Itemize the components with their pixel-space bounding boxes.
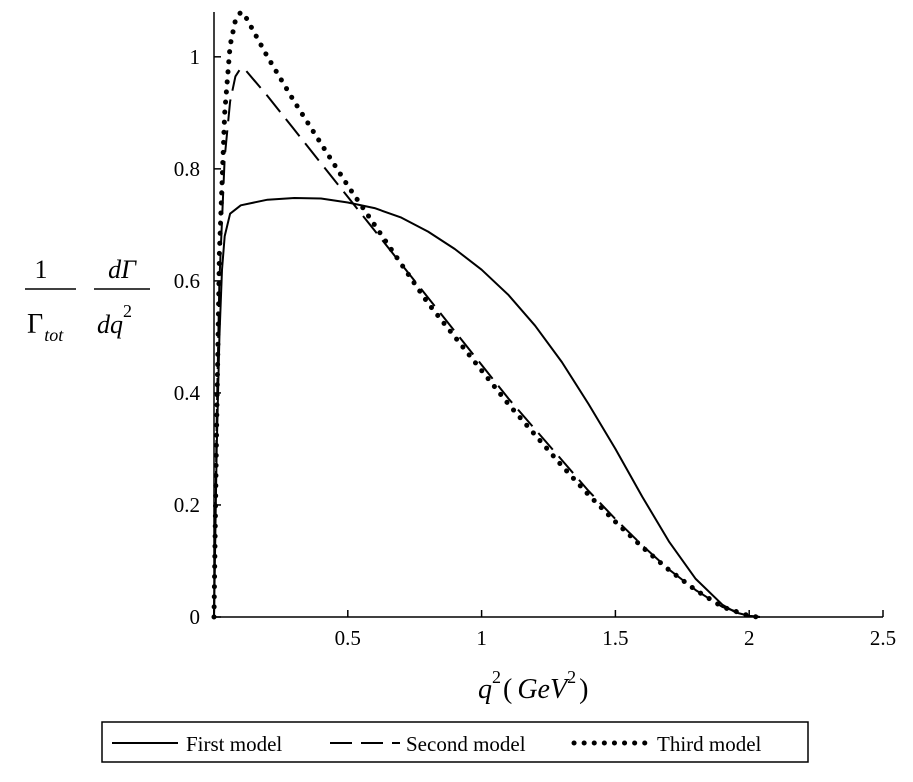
x-label-q: q — [478, 674, 492, 705]
legend: First model Second model Third model — [101, 721, 809, 763]
x-tick-label: 1.5 — [602, 626, 628, 650]
x-label-q-exponent: 2 — [492, 667, 501, 687]
y-tick-label: 1 — [190, 45, 201, 69]
x-tick-label: 1 — [476, 626, 487, 650]
y-tick-label: 0.6 — [174, 269, 200, 293]
legend-label-second-model: Second model — [406, 732, 526, 756]
x-tick-label: 2.5 — [870, 626, 896, 650]
legend-label-first-model: First model — [186, 732, 282, 756]
x-label-close-paren: ) — [579, 674, 588, 705]
y-tick-label: 0 — [190, 605, 201, 629]
y-label-one: 1 — [35, 255, 48, 284]
y-tick-label: 0.8 — [174, 157, 200, 181]
y-tick-label: 0.2 — [174, 493, 200, 517]
y-axis-label: 1 Γtot dΓ dq2 — [25, 255, 150, 345]
legend-label-third-model: Third model — [657, 732, 762, 756]
x-label-unit: GeV — [517, 674, 570, 705]
x-label-open-paren: ( — [503, 674, 512, 705]
ticks-layer: 0.5 1 1.5 2 2.5 0 0.2 0.4 0.6 0.8 1 — [174, 45, 896, 650]
series-layer — [211, 9, 761, 620]
x-tick-label: 2 — [744, 626, 755, 650]
x-axis-label: q2(GeV2) — [478, 667, 588, 705]
y-tick-label: 0.4 — [174, 381, 201, 405]
x-tick-label: 0.5 — [335, 626, 361, 650]
series-line-second-model — [213, 67, 761, 618]
x-label-text: q2(GeV2) — [478, 667, 588, 705]
x-label-unit-exponent: 2 — [567, 667, 576, 687]
y-label-dq-exponent: 2 — [123, 301, 132, 321]
y-label-gamma: Γtot — [27, 309, 64, 345]
series-line-third-model — [211, 9, 760, 620]
axes-layer — [213, 12, 883, 618]
y-label-dq-text: dq — [97, 310, 123, 339]
series-line-first-model — [213, 197, 761, 618]
y-label-dq: dq2 — [97, 301, 132, 339]
legend-box — [101, 721, 809, 763]
y-label-dgamma: dΓ — [108, 255, 137, 284]
y-label-gamma-subscript: tot — [44, 325, 64, 345]
y-label-gamma-symbol: Γ — [27, 309, 43, 340]
